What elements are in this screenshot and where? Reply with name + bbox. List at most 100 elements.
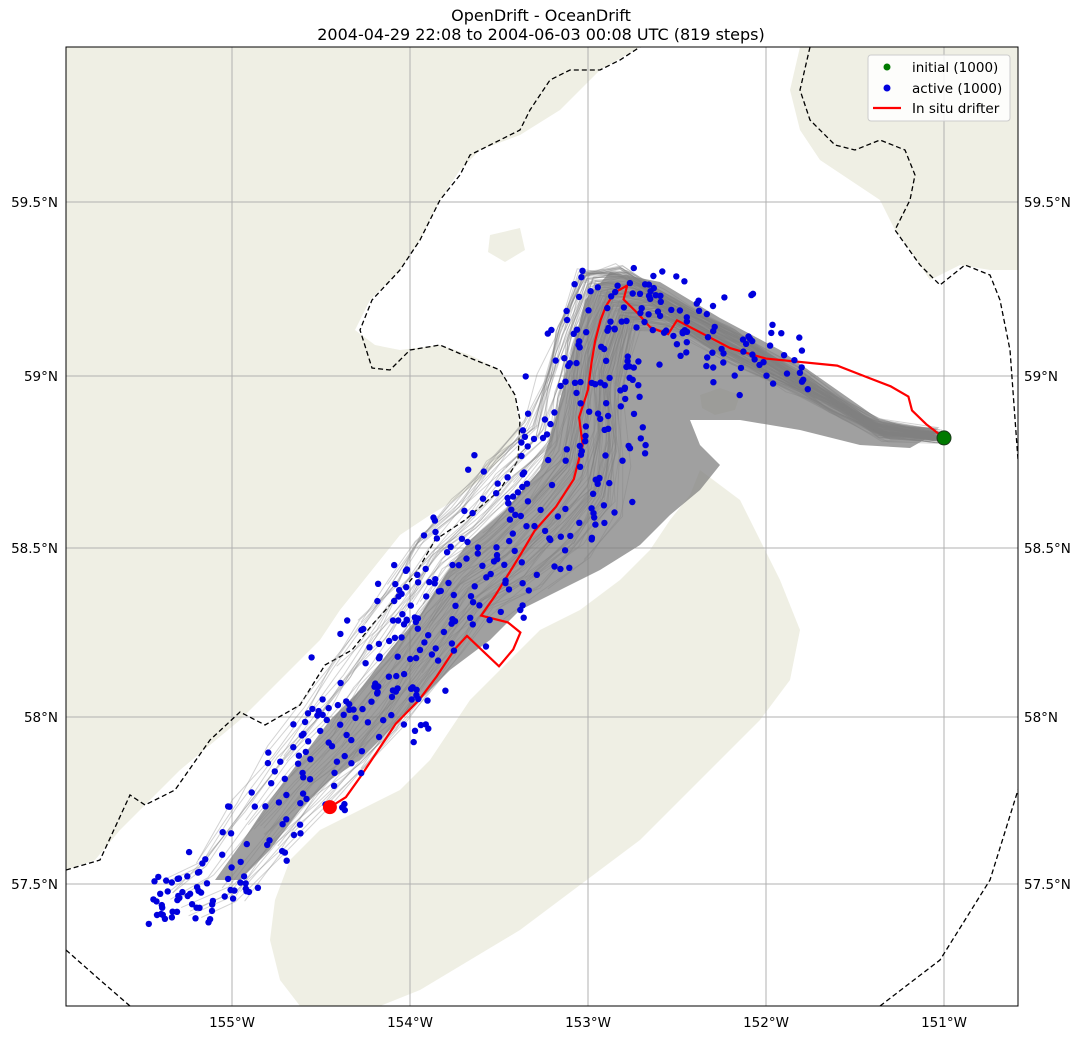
active-particle bbox=[617, 387, 624, 394]
active-particle bbox=[502, 579, 509, 587]
active-particle bbox=[203, 880, 211, 887]
active-particle bbox=[389, 617, 397, 624]
active-particle bbox=[633, 324, 640, 331]
active-particle bbox=[683, 349, 690, 356]
active-particle bbox=[600, 502, 608, 509]
active-particle bbox=[391, 634, 399, 641]
active-particle bbox=[607, 318, 614, 325]
active-particle bbox=[629, 290, 636, 297]
active-particle bbox=[639, 424, 646, 431]
active-particle bbox=[375, 640, 383, 648]
active-particle bbox=[523, 523, 530, 530]
active-particle bbox=[551, 563, 558, 570]
legend: initial (1000) active (1000) In situ dri… bbox=[867, 54, 1011, 122]
legend-box bbox=[867, 54, 1011, 122]
active-particle bbox=[168, 914, 176, 921]
active-particle bbox=[157, 890, 164, 897]
active-particle bbox=[476, 602, 483, 609]
active-particle bbox=[748, 291, 755, 299]
active-particle bbox=[474, 544, 482, 551]
active-particle bbox=[548, 326, 555, 334]
active-particle bbox=[423, 593, 430, 600]
active-particle bbox=[604, 412, 612, 420]
active-particle bbox=[243, 840, 250, 848]
active-particle bbox=[227, 886, 234, 894]
map-frame bbox=[65, 46, 1019, 1007]
active-particle bbox=[487, 570, 494, 578]
active-particle bbox=[237, 879, 244, 886]
active-particle bbox=[519, 483, 526, 491]
legend-drifter-label: In situ drifter bbox=[912, 101, 1000, 117]
active-particle bbox=[175, 892, 182, 900]
active-particle bbox=[582, 432, 589, 440]
lat-label-right-58: 58°N bbox=[1024, 710, 1058, 726]
active-particle bbox=[323, 716, 330, 724]
active-particle bbox=[428, 651, 436, 658]
active-particle bbox=[709, 349, 716, 356]
active-particle bbox=[265, 749, 272, 756]
active-particle bbox=[614, 282, 621, 289]
active-particle bbox=[229, 895, 237, 902]
active-particle bbox=[506, 516, 514, 523]
active-particle bbox=[164, 888, 171, 895]
lon-label-151: 151°W bbox=[921, 1015, 967, 1031]
active-particle bbox=[517, 606, 524, 614]
active-particle bbox=[721, 294, 728, 301]
active-particle bbox=[766, 342, 774, 349]
active-particle bbox=[153, 898, 160, 905]
active-particle bbox=[703, 310, 710, 318]
active-particle bbox=[179, 888, 186, 896]
active-particle bbox=[159, 904, 166, 911]
active-particle bbox=[434, 657, 442, 664]
active-particle bbox=[624, 353, 631, 360]
active-particle bbox=[374, 580, 382, 587]
active-particle bbox=[656, 361, 663, 368]
active-particle bbox=[251, 803, 258, 810]
active-particle bbox=[483, 574, 490, 581]
active-particle bbox=[594, 480, 601, 487]
active-particle bbox=[557, 382, 564, 390]
map-area bbox=[66, 47, 1018, 1006]
active-particle bbox=[563, 446, 570, 453]
active-particle bbox=[511, 547, 518, 555]
active-particle bbox=[800, 376, 807, 383]
active-particle bbox=[410, 738, 417, 746]
active-particle bbox=[660, 329, 668, 336]
active-particle bbox=[375, 733, 383, 741]
active-particle bbox=[308, 654, 315, 661]
active-particle bbox=[159, 911, 166, 918]
lat-label-right-59: 59°N bbox=[1024, 369, 1058, 385]
active-particle bbox=[400, 670, 408, 678]
small-island-land bbox=[488, 228, 525, 262]
active-particle bbox=[645, 292, 653, 300]
active-particle bbox=[385, 673, 393, 680]
active-particle bbox=[341, 800, 348, 808]
active-particle bbox=[388, 693, 396, 701]
active-particle bbox=[155, 873, 162, 881]
active-particle bbox=[676, 307, 684, 314]
active-particle bbox=[417, 721, 425, 729]
active-particle bbox=[508, 506, 515, 513]
lat-label-left-59: 59°N bbox=[24, 369, 58, 385]
active-particle bbox=[407, 602, 414, 609]
active-particle bbox=[334, 701, 342, 709]
active-particle bbox=[683, 314, 690, 321]
active-particle bbox=[783, 370, 791, 377]
active-particle bbox=[330, 782, 338, 789]
active-particle bbox=[505, 500, 512, 507]
active-particle bbox=[362, 660, 369, 667]
active-particle bbox=[642, 441, 649, 449]
active-particle bbox=[219, 851, 226, 858]
legend-active-label: active (1000) bbox=[912, 81, 1002, 97]
active-particle bbox=[290, 721, 297, 728]
active-particle bbox=[393, 672, 400, 680]
active-particle bbox=[430, 514, 437, 521]
active-particle bbox=[588, 505, 595, 512]
active-particle bbox=[414, 571, 421, 578]
active-particle bbox=[435, 588, 443, 595]
active-particle bbox=[290, 744, 297, 751]
active-particle bbox=[414, 579, 422, 586]
active-particle bbox=[547, 536, 554, 544]
active-particle bbox=[277, 758, 284, 765]
